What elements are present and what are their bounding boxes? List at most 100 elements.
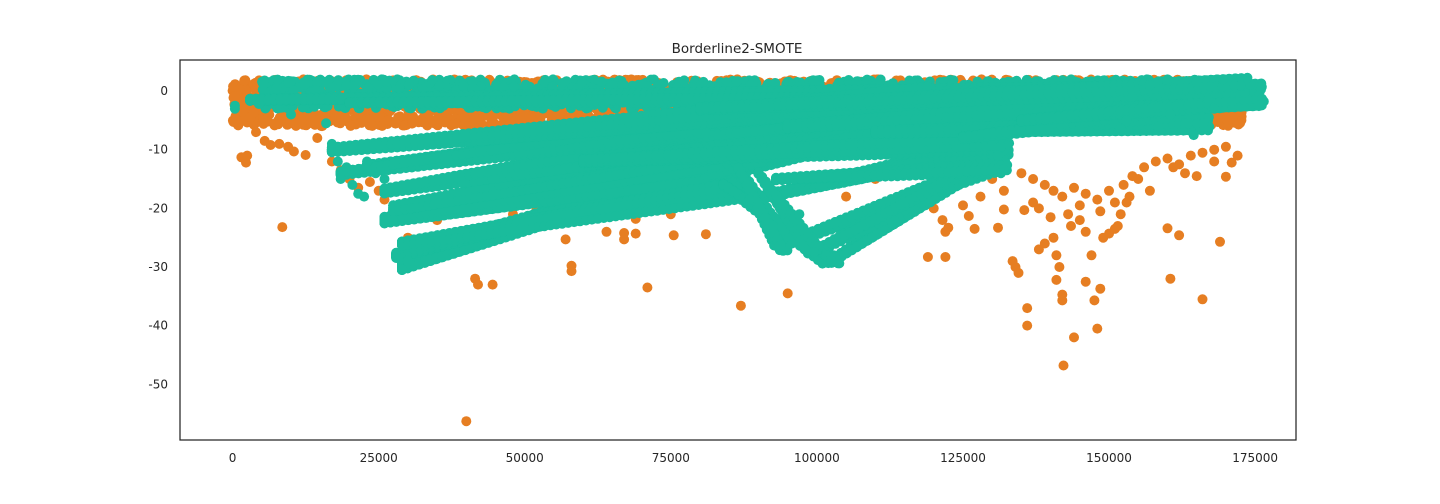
majority-point: [1116, 209, 1126, 219]
majority-point: [365, 177, 375, 187]
majority-point: [1069, 332, 1079, 342]
majority-point: [289, 147, 299, 157]
majority-point-band: [1222, 115, 1232, 125]
majority-point: [1051, 275, 1061, 285]
majority-point: [1040, 239, 1050, 249]
majority-point-band: [249, 108, 259, 118]
majority-point: [783, 288, 793, 298]
majority-point-band: [312, 115, 322, 125]
majority-point: [567, 266, 577, 276]
majority-point: [266, 140, 276, 150]
majority-point-band: [469, 114, 479, 124]
majority-point: [1110, 198, 1120, 208]
majority-point: [1081, 189, 1091, 199]
majority-point: [1028, 174, 1038, 184]
majority-point-band: [358, 116, 368, 126]
majority-point: [301, 150, 311, 160]
synthetic-point-band: [812, 75, 822, 85]
majority-point: [1174, 230, 1184, 240]
majority-point: [1119, 180, 1129, 190]
majority-point: [1014, 268, 1024, 278]
majority-point: [1057, 192, 1067, 202]
majority-point: [1163, 223, 1173, 233]
majority-point: [841, 192, 851, 202]
majority-point: [1151, 157, 1161, 167]
majority-point: [1034, 203, 1044, 213]
majority-point: [1233, 151, 1243, 161]
synthetic-point-band: [698, 77, 708, 87]
majority-point: [999, 205, 1009, 215]
majority-point: [1209, 145, 1219, 155]
majority-point: [251, 127, 261, 137]
majority-point: [1198, 148, 1208, 158]
majority-point: [1046, 212, 1056, 222]
majority-point: [958, 200, 968, 210]
synthetic-point-band: [404, 80, 414, 90]
majority-point-band: [1234, 120, 1244, 130]
synthetic-point-band: [435, 81, 445, 91]
majority-point: [1221, 142, 1231, 152]
majority-point: [1209, 157, 1219, 167]
majority-point: [1092, 324, 1102, 334]
synthetic-series: [230, 73, 1269, 275]
synthetic-point-band: [557, 78, 567, 88]
synthetic-point-band: [458, 81, 468, 91]
majority-point: [940, 252, 950, 262]
majority-point-band: [239, 76, 249, 86]
majority-point: [1059, 361, 1069, 371]
majority-point: [669, 230, 679, 240]
majority-point-band: [335, 118, 345, 128]
majority-point: [277, 222, 287, 232]
majority-point: [1125, 192, 1135, 202]
majority-point: [602, 227, 612, 237]
synthetic-point-band: [284, 77, 294, 87]
majority-point: [1051, 250, 1061, 260]
majority-point-band: [297, 117, 307, 127]
majority-point: [1174, 159, 1184, 169]
synthetic-point-band: [349, 81, 359, 91]
majority-point: [923, 252, 933, 262]
majority-point-band: [346, 121, 356, 131]
majority-point-band: [391, 119, 401, 129]
majority-point: [1113, 221, 1123, 231]
majority-point: [1057, 295, 1067, 305]
synthetic-point-band: [369, 75, 379, 85]
majority-point: [1049, 233, 1059, 243]
majority-point: [1198, 294, 1208, 304]
majority-point-band: [440, 118, 450, 128]
majority-point: [964, 211, 974, 221]
synthetic-point-band: [597, 77, 607, 87]
majority-point: [970, 224, 980, 234]
majority-point: [1095, 206, 1105, 216]
majority-point: [1016, 168, 1026, 178]
majority-point: [1192, 171, 1202, 181]
synthetic-point-band: [272, 83, 282, 93]
majority-point-band: [449, 119, 459, 129]
majority-point: [993, 223, 1003, 233]
majority-point: [999, 186, 1009, 196]
majority-point: [1139, 162, 1149, 172]
synthetic-point-band: [732, 76, 742, 86]
synthetic-point-band: [381, 77, 391, 87]
majority-point: [1022, 321, 1032, 331]
majority-point: [1092, 195, 1102, 205]
majority-point: [488, 280, 498, 290]
majority-point: [1163, 154, 1173, 164]
synthetic-point-band: [259, 79, 269, 89]
synthetic-point-band: [333, 75, 343, 85]
majority-point: [473, 280, 483, 290]
majority-point: [1087, 250, 1097, 260]
majority-point: [1081, 227, 1091, 237]
majority-point: [1104, 186, 1114, 196]
majority-point: [1075, 200, 1085, 210]
majority-point-band: [367, 121, 377, 131]
synthetic-point-band: [300, 79, 310, 89]
majority-point: [631, 229, 641, 239]
majority-point: [1040, 180, 1050, 190]
majority-point: [1054, 262, 1064, 272]
majority-point: [1081, 277, 1091, 287]
majority-point: [1165, 274, 1175, 284]
majority-point: [274, 139, 284, 149]
plot-area: [228, 73, 1269, 426]
majority-point: [1095, 284, 1105, 294]
